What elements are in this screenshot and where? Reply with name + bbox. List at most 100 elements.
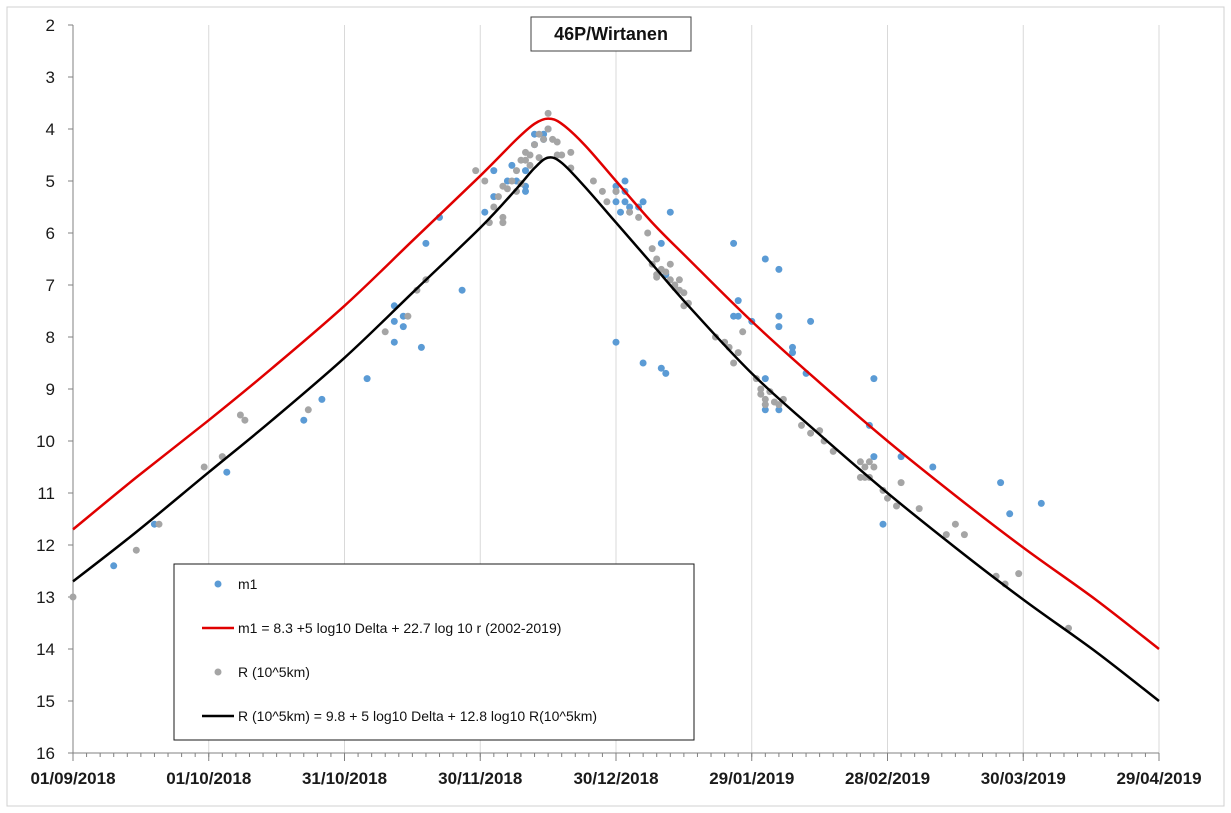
data-point (798, 421, 805, 429)
series-3 (72, 156, 1160, 702)
data-point (775, 323, 783, 331)
chart-title-box: 46P/Wirtanen (530, 16, 692, 52)
data-point (775, 401, 783, 409)
y-tick-labels: 2 3 4 5 6 7 8 9 10 11 12 13 14 15 16 (36, 16, 55, 763)
data-point (458, 286, 466, 294)
legend-frame (173, 563, 695, 741)
data-point (1015, 570, 1023, 578)
data-point (494, 193, 502, 201)
data-point (635, 213, 643, 221)
series-layer (69, 109, 1160, 702)
x-tick-label: 30/11/2018 (438, 769, 522, 788)
data-point (381, 328, 389, 336)
legend-label-r-fit: R (10^5km) = 9.8 + 5 log10 Delta + 12.8 … (238, 708, 597, 724)
data-point (155, 520, 163, 528)
y-tick-label: 7 (46, 276, 55, 295)
x-tick-label: 30/03/2019 (981, 769, 1066, 788)
data-point (861, 463, 869, 471)
data-point (390, 317, 398, 325)
data-point (666, 260, 674, 268)
data-point (675, 276, 683, 284)
data-point (761, 255, 769, 263)
data-point (399, 323, 407, 331)
data-point (775, 265, 783, 273)
data-point (761, 401, 769, 409)
data-point (739, 328, 747, 336)
data-point (490, 203, 498, 211)
x-tick-label: 29/04/2019 (1116, 769, 1201, 788)
data-point (481, 208, 489, 216)
y-tick-label: 4 (46, 120, 55, 139)
data-point (390, 338, 398, 346)
y-tick-label: 8 (46, 328, 55, 347)
data-point (653, 273, 661, 281)
x-tick-label: 01/09/2018 (30, 769, 115, 788)
x-tick-labels: 01/09/2018 01/10/2018 31/10/2018 30/11/2018… (30, 769, 1201, 788)
data-point (612, 198, 620, 206)
x-tick-label: 28/02/2019 (845, 769, 930, 788)
data-point (603, 198, 611, 206)
data-point (730, 239, 738, 247)
data-point (657, 364, 665, 372)
data-point (363, 375, 371, 383)
title-frame (530, 16, 692, 52)
data-point (626, 203, 634, 211)
axes (68, 24, 1160, 761)
data-point (757, 390, 765, 398)
data-point (870, 463, 878, 471)
legend-marker-m1 (214, 580, 222, 588)
data-point (807, 429, 815, 437)
data-point (897, 479, 905, 487)
y-tick-label: 11 (37, 484, 55, 503)
y-tick-label: 15 (36, 692, 55, 711)
data-point (540, 135, 548, 143)
data-point (680, 289, 688, 297)
fit-curve (72, 117, 1160, 650)
data-point (648, 245, 656, 253)
data-point (653, 255, 661, 263)
data-point (789, 343, 796, 351)
data-point (789, 349, 796, 357)
x-tick-label: 30/12/2018 (573, 769, 658, 788)
data-point (531, 141, 538, 149)
data-point (662, 268, 670, 276)
data-point (490, 167, 498, 175)
data-point (522, 167, 529, 175)
data-point (951, 520, 959, 528)
data-point (589, 177, 597, 185)
data-point (761, 395, 769, 403)
data-point (522, 156, 529, 164)
data-point (558, 151, 566, 159)
data-point (236, 411, 244, 419)
legend-label-m1: m1 (238, 576, 258, 592)
data-point (929, 463, 937, 471)
data-point (526, 161, 534, 169)
x-tick-label: 29/01/2019 (709, 769, 794, 788)
data-point (997, 479, 1005, 487)
y-tick-label: 6 (46, 224, 55, 243)
data-point (870, 375, 878, 383)
fit-curve (72, 156, 1160, 702)
y-tick-label: 10 (36, 432, 55, 451)
data-point (666, 208, 674, 216)
legend-label-r: R (10^5km) (238, 664, 310, 680)
data-point (422, 239, 430, 247)
data-point (513, 167, 520, 175)
data-point (757, 385, 765, 393)
data-point (734, 297, 742, 305)
data-point (200, 463, 208, 471)
data-point (807, 317, 815, 325)
data-point (522, 187, 529, 195)
data-point (544, 109, 552, 117)
data-point (617, 208, 624, 216)
data-point (241, 416, 249, 424)
data-point (621, 198, 629, 206)
data-point (503, 185, 511, 193)
data-point (639, 198, 647, 206)
data-point (942, 531, 950, 539)
data-point (856, 458, 864, 466)
data-point (481, 177, 489, 185)
y-tick-label: 3 (46, 68, 55, 87)
